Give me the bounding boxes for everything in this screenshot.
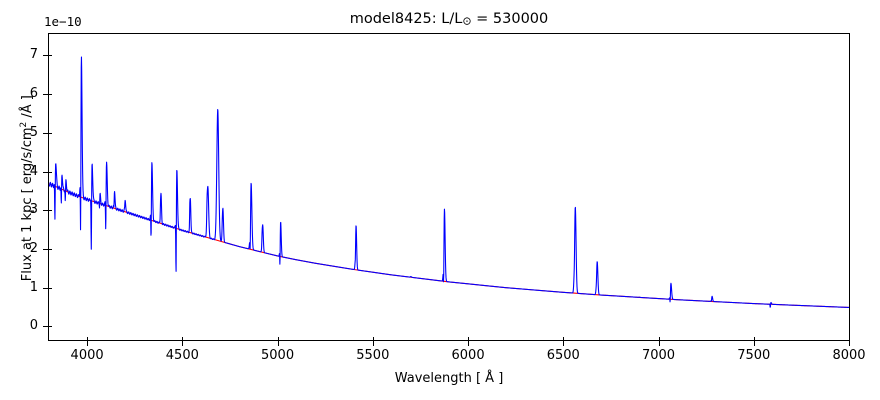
x-axis-tick-mark bbox=[658, 341, 660, 346]
y-axis-tick-mark bbox=[43, 55, 48, 57]
x-axis-tick-mark-inner bbox=[849, 337, 850, 341]
x-axis-tick-label: 7500 bbox=[737, 348, 771, 363]
title-luminosity-symbol: L/L bbox=[441, 11, 463, 27]
y-axis-tick-label: 5 bbox=[29, 124, 38, 140]
y-axis-label-prefix: Flux at 1 kpc [ erg/s/cm bbox=[20, 127, 36, 282]
y-axis-tick-mark bbox=[43, 94, 48, 96]
x-axis-tick-mark-inner bbox=[563, 337, 565, 341]
y-axis-tick-label: 0 bbox=[29, 318, 38, 334]
title-luminosity-value: 530000 bbox=[492, 11, 549, 27]
y-axis-tick-mark bbox=[43, 248, 48, 250]
x-axis-tick-label: 8000 bbox=[832, 348, 866, 363]
x-axis-tick-label: 4000 bbox=[70, 348, 104, 363]
sun-symbol-icon: ⊙ bbox=[462, 14, 472, 28]
title-equals: = bbox=[476, 11, 489, 27]
y-axis-tick-label: 1 bbox=[29, 279, 38, 295]
x-axis-tick-label: 5500 bbox=[356, 348, 390, 363]
y-axis-tick-label: 2 bbox=[29, 240, 38, 256]
page-title: model8425: L/L⊙ = 530000 bbox=[48, 10, 850, 30]
x-axis-tick-label: 6500 bbox=[546, 348, 580, 363]
y-axis-tick-mark-inner bbox=[48, 210, 52, 212]
y-axis-tick-mark-inner bbox=[48, 94, 52, 96]
y-axis-tick-mark-inner bbox=[48, 287, 52, 289]
y-axis-label: Flux at 1 kpc [ erg/s/cm2 /Å ] bbox=[19, 33, 35, 343]
x-axis-tick-mark-inner bbox=[182, 337, 184, 341]
x-axis-tick-mark-inner bbox=[87, 337, 89, 341]
continuum-line bbox=[49, 183, 849, 309]
y-axis-tick-mark-inner bbox=[48, 248, 52, 250]
y-axis-tick-mark bbox=[43, 132, 48, 134]
x-axis-tick-label: 5000 bbox=[261, 348, 295, 363]
title-model: model8425: bbox=[349, 11, 437, 27]
x-axis-tick-mark bbox=[372, 341, 374, 346]
x-axis-tick-mark bbox=[849, 341, 850, 346]
y-axis-tick-mark-inner bbox=[48, 55, 52, 57]
y-axis-tick-mark bbox=[43, 210, 48, 212]
y-axis-tick-mark bbox=[43, 171, 48, 173]
y-axis-label-suffix: /Å ] bbox=[20, 95, 36, 122]
y-axis-tick-mark bbox=[43, 326, 48, 328]
x-axis-tick-mark-inner bbox=[468, 337, 470, 341]
y-axis-label-exponent: 2 bbox=[18, 121, 29, 128]
x-axis-tick-mark-inner bbox=[753, 337, 755, 341]
x-axis-tick-mark bbox=[753, 341, 755, 346]
y-axis-tick-mark-inner bbox=[48, 326, 52, 328]
x-axis-tick-mark-inner bbox=[277, 337, 279, 341]
y-axis-tick-label: 6 bbox=[29, 86, 38, 102]
x-axis-tick-mark-inner bbox=[372, 337, 374, 341]
x-axis-tick-mark bbox=[277, 341, 279, 346]
y-axis-tick-mark-inner bbox=[48, 171, 52, 173]
y-axis-tick-label: 4 bbox=[29, 163, 38, 179]
spectrum-line bbox=[49, 56, 849, 309]
x-axis-tick-mark bbox=[182, 341, 184, 346]
y-axis-tick-label: 3 bbox=[29, 202, 38, 218]
x-axis-tick-label: 6000 bbox=[451, 348, 485, 363]
x-axis-tick-mark bbox=[468, 341, 470, 346]
x-axis-tick-mark bbox=[87, 341, 89, 346]
x-axis-tick-label: 7000 bbox=[641, 348, 676, 363]
y-axis-tick-mark bbox=[43, 287, 48, 289]
y-axis-tick-mark-inner bbox=[48, 132, 52, 134]
x-axis-tick-mark-inner bbox=[658, 337, 660, 341]
spectrum-plot-svg bbox=[49, 56, 849, 309]
y-axis-tick-label: 7 bbox=[29, 47, 38, 63]
y-axis-offset-text: 1e−10 bbox=[44, 14, 82, 29]
plot-area bbox=[48, 33, 850, 341]
x-axis-label: Wavelength [ Å ] bbox=[394, 371, 504, 386]
x-axis-tick-mark bbox=[563, 341, 565, 346]
x-axis-tick-label: 4500 bbox=[165, 348, 199, 363]
